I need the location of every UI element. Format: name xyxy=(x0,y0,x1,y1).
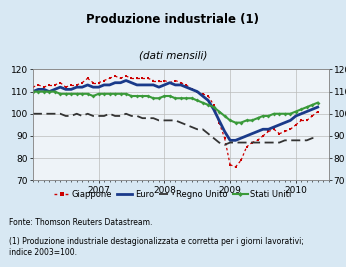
Text: (dati mensili): (dati mensili) xyxy=(139,50,207,61)
Text: Produzione industriale (1): Produzione industriale (1) xyxy=(86,13,260,26)
Legend: Giappone, Euro, Regno Unito, Stati Uniti: Giappone, Euro, Regno Unito, Stati Uniti xyxy=(51,186,295,202)
Text: (1) Produzione industriale destagionalizzata e corretta per i giorni lavorativi;: (1) Produzione industriale destagionaliz… xyxy=(9,237,303,257)
Text: Fonte: Thomson Reuters Datastream.: Fonte: Thomson Reuters Datastream. xyxy=(9,218,152,227)
